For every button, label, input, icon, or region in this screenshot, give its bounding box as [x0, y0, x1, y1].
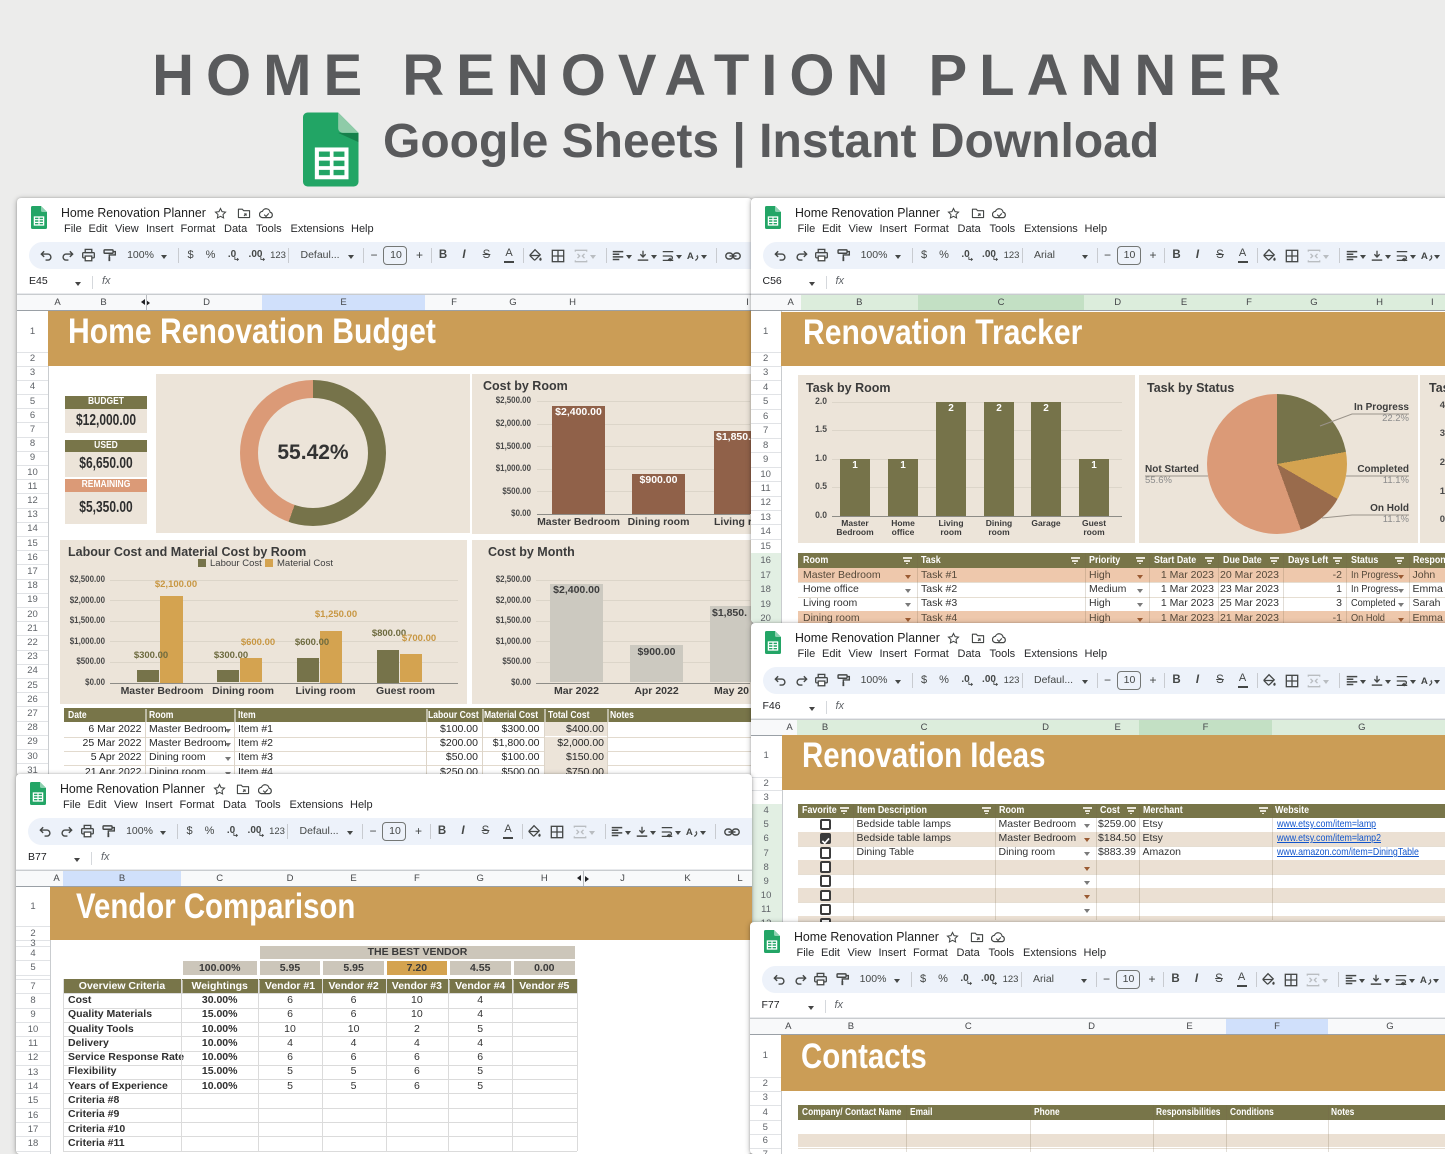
svg-text:A: A	[1420, 251, 1427, 262]
svg-text:A: A	[1420, 676, 1427, 687]
svg-text:A: A	[1419, 975, 1426, 986]
svg-text:A: A	[686, 827, 693, 838]
svg-text:A: A	[687, 251, 694, 262]
